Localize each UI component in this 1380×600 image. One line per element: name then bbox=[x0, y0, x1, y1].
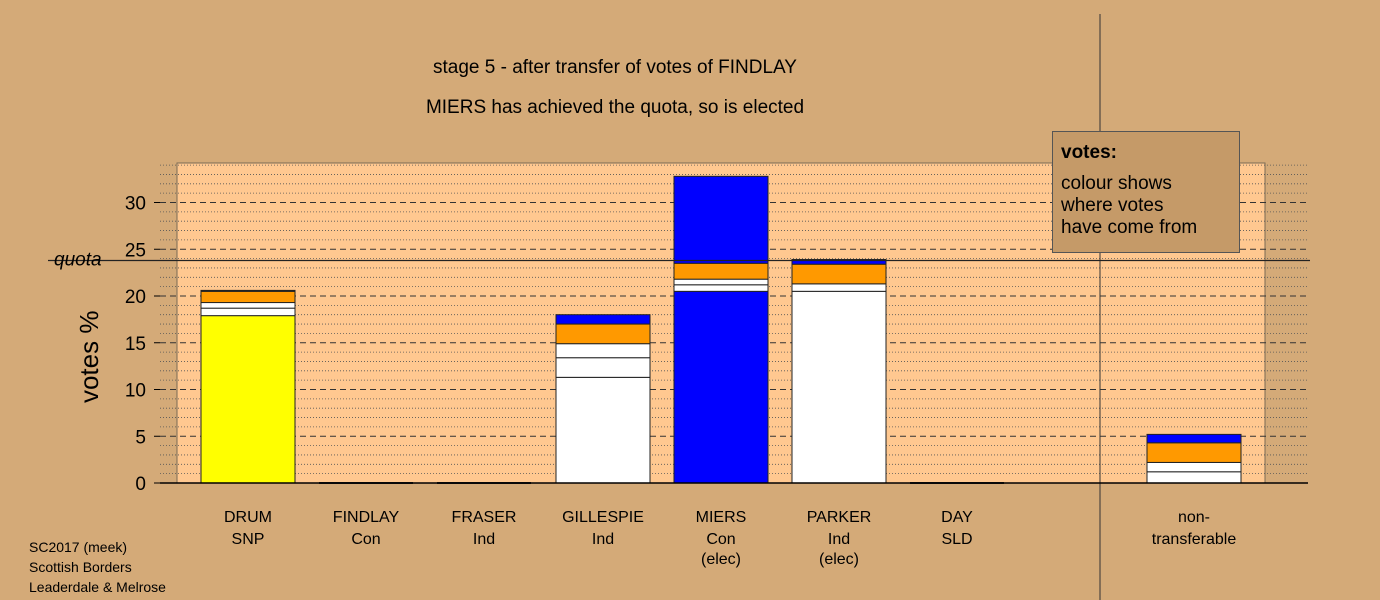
candidate-name: DRUM bbox=[224, 509, 272, 526]
nontransferable-label: non- bbox=[1178, 509, 1210, 526]
bar-miers-segment bbox=[673, 290, 769, 484]
legend-line: where votes bbox=[1061, 195, 1164, 216]
candidate-name: GILLESPIE bbox=[562, 509, 644, 526]
bar-miers-segment bbox=[673, 284, 769, 292]
candidate-name: MIERS bbox=[696, 509, 747, 526]
y-tick-label: 10 bbox=[125, 381, 146, 402]
candidate-party: Ind bbox=[592, 531, 614, 548]
bar-gillespie-segment bbox=[555, 314, 651, 325]
chart-subtitle: MIERS has achieved the quota, so is elec… bbox=[425, 97, 805, 118]
candidate-party: SNP bbox=[232, 531, 265, 548]
legend-text: colour shows where votes have come from bbox=[1061, 173, 1231, 239]
footer-note: SC2017 (meek) Scottish Borders Leaderdal… bbox=[29, 537, 166, 597]
y-axis-label: votes % bbox=[74, 311, 104, 404]
bar-gillespie-segment bbox=[555, 323, 651, 345]
footer-line: Leaderdale & Melrose bbox=[29, 579, 166, 595]
legend-line: have come from bbox=[1061, 217, 1198, 238]
y-tick-label: 20 bbox=[125, 287, 146, 308]
bar-drum-segment bbox=[200, 289, 296, 292]
y-tick-label: 15 bbox=[125, 334, 146, 355]
candidate-party: SLD bbox=[941, 531, 972, 548]
bar-gillespie-segment bbox=[555, 357, 651, 378]
bar-nontransferable-segment bbox=[1146, 433, 1242, 444]
y-tick-label: 0 bbox=[135, 474, 146, 495]
bar-miers-segment bbox=[673, 262, 769, 280]
bar-drum-segment bbox=[200, 290, 296, 304]
candidate-party: Con bbox=[706, 531, 735, 548]
footer-line: SC2017 (meek) bbox=[29, 539, 128, 555]
candidate-party: Ind bbox=[473, 531, 495, 548]
candidate-status: (elec) bbox=[701, 551, 741, 568]
candidate-name: PARKER bbox=[807, 509, 872, 526]
quota-label: quota bbox=[54, 249, 102, 270]
bar-miers-segment bbox=[673, 278, 769, 286]
legend-title: votes: bbox=[1061, 142, 1117, 163]
candidate-status: (elec) bbox=[819, 551, 859, 568]
bar-parker-segment bbox=[791, 283, 887, 292]
nontransferable-label: transferable bbox=[1152, 531, 1237, 548]
footer-line: Scottish Borders bbox=[29, 559, 132, 575]
candidate-name: FINDLAY bbox=[333, 509, 400, 526]
y-tick-label: 25 bbox=[125, 240, 146, 261]
legend-line: colour shows bbox=[1061, 173, 1172, 194]
candidate-party: Con bbox=[351, 531, 380, 548]
bar-nontransferable-segment bbox=[1146, 461, 1242, 473]
bar-drum-segment bbox=[200, 302, 296, 309]
candidate-party: Ind bbox=[828, 531, 850, 548]
bar-nontransferable-segment bbox=[1146, 471, 1242, 484]
bar-gillespie-segment bbox=[555, 343, 651, 359]
bar-gillespie-segment bbox=[555, 376, 651, 484]
y-tick-label: 30 bbox=[125, 194, 146, 215]
bar-parker-segment bbox=[791, 263, 887, 285]
bar-parker-segment bbox=[791, 290, 887, 484]
bar-drum-segment bbox=[200, 315, 296, 484]
candidate-name: DAY bbox=[941, 509, 973, 526]
bar-miers-segment bbox=[673, 175, 769, 264]
bar-parker-segment bbox=[791, 259, 887, 265]
y-tick-label: 5 bbox=[135, 427, 146, 448]
legend-box: votes: colour shows where votes have com… bbox=[1052, 131, 1240, 253]
candidate-name: FRASER bbox=[452, 509, 517, 526]
bar-nontransferable-segment bbox=[1146, 442, 1242, 463]
bar-drum-segment bbox=[200, 307, 296, 317]
chart-title: stage 5 - after transfer of votes of FIN… bbox=[433, 57, 797, 78]
